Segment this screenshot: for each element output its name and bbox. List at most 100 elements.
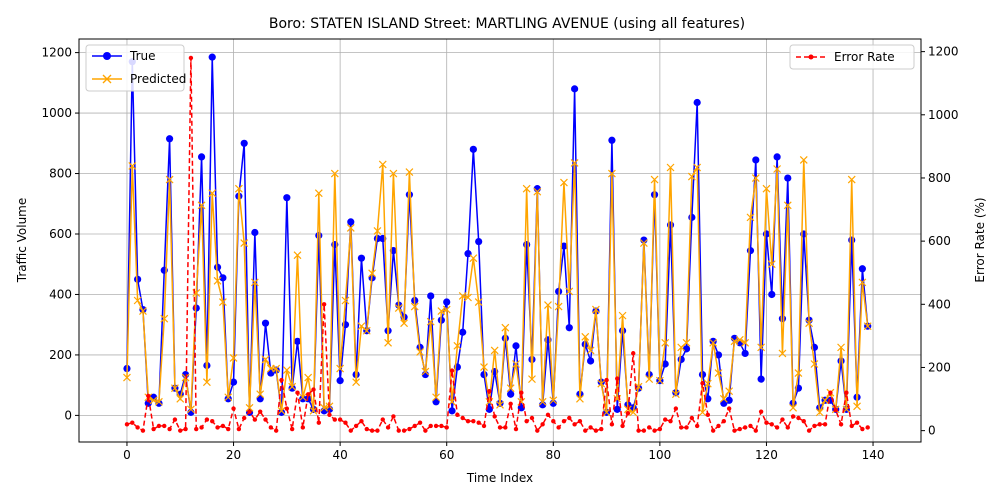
data-point bbox=[357, 254, 366, 262]
data-point bbox=[560, 178, 568, 187]
data-point bbox=[405, 191, 414, 199]
data-point bbox=[854, 420, 860, 425]
data-point bbox=[432, 398, 440, 406]
data-point bbox=[567, 415, 572, 421]
y2-tick-label: 0 bbox=[928, 424, 936, 438]
data-point bbox=[380, 417, 385, 422]
data-point bbox=[709, 338, 718, 347]
data-point bbox=[561, 418, 567, 424]
data-point bbox=[368, 269, 377, 278]
data-point bbox=[460, 415, 465, 421]
legend-error-marker bbox=[808, 54, 814, 60]
data-point bbox=[682, 345, 691, 353]
data-point bbox=[512, 342, 520, 350]
y2-tick-label: 400 bbox=[928, 297, 951, 311]
y-axis-label: Traffic Volume bbox=[15, 198, 29, 284]
data-point bbox=[586, 346, 595, 355]
data-point bbox=[229, 354, 238, 362]
data-point bbox=[146, 393, 151, 399]
data-point bbox=[497, 425, 503, 430]
data-point bbox=[529, 415, 535, 421]
data-point bbox=[757, 375, 765, 383]
data-point bbox=[273, 428, 279, 433]
data-point bbox=[165, 135, 174, 143]
data-point bbox=[705, 412, 711, 418]
data-point bbox=[288, 382, 297, 391]
data-point bbox=[251, 228, 259, 237]
data-point bbox=[796, 415, 801, 421]
data-point bbox=[588, 425, 593, 430]
data-point bbox=[176, 394, 185, 403]
x-tick-label: 80 bbox=[546, 448, 561, 462]
data-point bbox=[346, 224, 355, 232]
data-point bbox=[710, 428, 716, 433]
data-point bbox=[608, 136, 616, 144]
data-point bbox=[133, 296, 142, 305]
data-point bbox=[197, 201, 206, 210]
data-point bbox=[609, 422, 615, 427]
data-point bbox=[764, 420, 769, 425]
data-point bbox=[421, 367, 430, 376]
x-tick-label: 20 bbox=[226, 448, 241, 462]
data-point bbox=[304, 373, 313, 382]
data-point bbox=[240, 239, 249, 247]
data-point bbox=[261, 355, 270, 364]
data-point bbox=[751, 174, 760, 182]
data-point bbox=[439, 423, 444, 429]
data-point bbox=[283, 194, 291, 202]
data-point bbox=[455, 412, 460, 418]
data-point bbox=[576, 394, 584, 403]
data-point bbox=[391, 414, 396, 419]
data-point bbox=[540, 422, 545, 427]
data-point bbox=[321, 302, 327, 307]
y2-tick-label: 1200 bbox=[928, 45, 959, 59]
data-point bbox=[347, 218, 355, 226]
data-point bbox=[506, 384, 515, 393]
data-point bbox=[794, 369, 803, 377]
data-point bbox=[565, 287, 574, 296]
data-point bbox=[657, 426, 663, 432]
data-point bbox=[465, 418, 471, 424]
data-point bbox=[151, 426, 156, 432]
data-point bbox=[620, 423, 625, 429]
data-point bbox=[694, 423, 700, 429]
data-point bbox=[821, 396, 830, 405]
data-point bbox=[507, 390, 515, 398]
data-point bbox=[577, 418, 583, 424]
data-point bbox=[513, 426, 519, 432]
data-point bbox=[645, 375, 654, 384]
data-point bbox=[773, 153, 781, 161]
data-point bbox=[678, 425, 684, 430]
data-point bbox=[327, 412, 332, 418]
data-point bbox=[753, 428, 758, 433]
data-point bbox=[673, 406, 679, 411]
series-error-rate bbox=[124, 55, 870, 433]
data-point bbox=[263, 417, 268, 422]
data-point bbox=[615, 376, 620, 381]
data-point bbox=[508, 401, 513, 406]
data-point bbox=[720, 399, 728, 407]
data-point bbox=[810, 360, 819, 368]
data-point bbox=[661, 360, 669, 368]
data-point bbox=[299, 395, 307, 403]
data-point bbox=[687, 172, 696, 181]
series-layer bbox=[123, 53, 872, 433]
data-point bbox=[752, 156, 760, 164]
data-point bbox=[464, 293, 472, 302]
data-point bbox=[639, 239, 648, 247]
data-point bbox=[165, 175, 174, 184]
data-point bbox=[741, 338, 750, 347]
data-point bbox=[571, 85, 579, 93]
y2-tick-label: 1000 bbox=[928, 108, 959, 122]
data-point bbox=[789, 403, 798, 412]
data-point bbox=[844, 390, 849, 395]
data-point bbox=[172, 417, 178, 422]
data-point bbox=[427, 292, 435, 300]
data-point bbox=[677, 355, 685, 364]
data-point bbox=[709, 337, 717, 345]
y-tick-label: 600 bbox=[49, 227, 72, 241]
data-point bbox=[240, 139, 248, 147]
x-tick-label: 60 bbox=[439, 448, 454, 462]
data-point bbox=[428, 423, 433, 429]
data-point bbox=[197, 153, 206, 161]
